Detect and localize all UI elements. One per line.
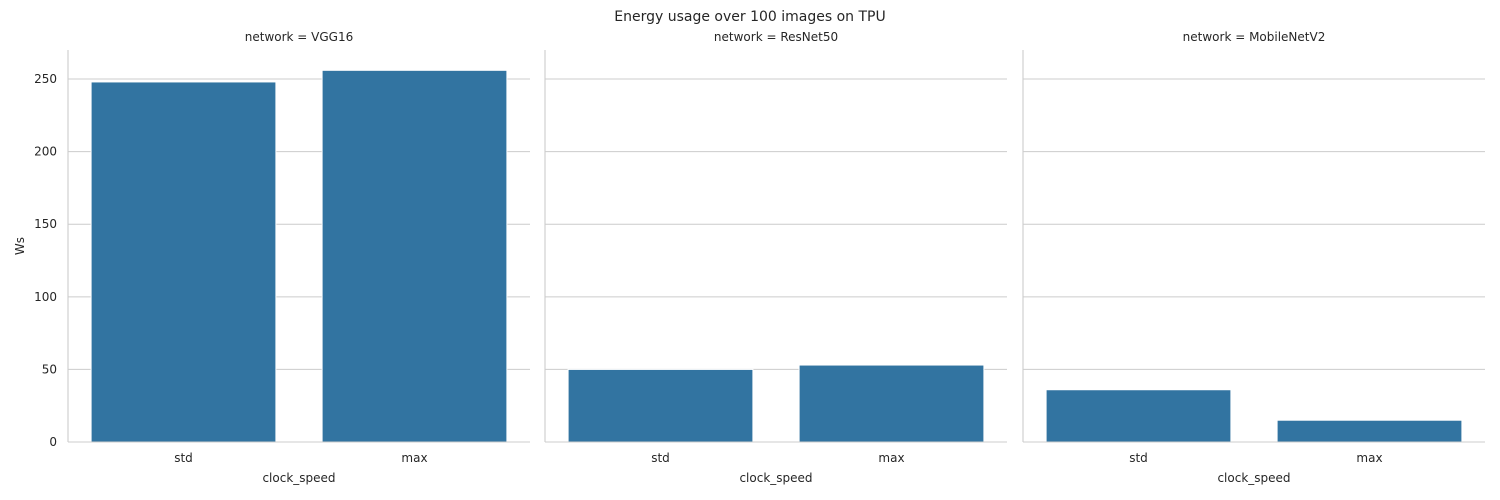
facets: network = VGG16 std max clock_speed 0 50 100 15… [34,30,1485,485]
x-tick-label: std [174,451,193,465]
facet-title: network = ResNet50 [714,30,838,44]
bar-max [1276,419,1463,443]
facet-panel-1: network = VGG16 std max clock_speed 0 50 100 15… [34,30,530,485]
facet-title: network = MobileNetV2 [1183,30,1326,44]
x-axis-label: clock_speed [1217,471,1290,485]
facet-title: network = VGG16 [245,30,354,44]
y-tick-label: 50 [42,362,57,376]
x-axis-label: clock_speed [262,471,335,485]
facet-panel-2: network = ResNet50 std max clock_speed [544,30,1007,485]
y-tick-label: 250 [34,72,57,86]
x-tick-label: std [1129,451,1148,465]
x-tick-label: max [1356,451,1382,465]
bar-std [90,81,277,443]
x-tick-label: max [401,451,427,465]
y-tick-label: 100 [34,290,57,304]
y-tick-label: 150 [34,217,57,231]
bar-max [321,69,508,443]
bar-std [1045,389,1232,443]
x-axis-label: clock_speed [739,471,812,485]
chart-title: Energy usage over 100 images on TPU [614,9,885,25]
bar-max [798,364,985,443]
facet-panel-3: network = MobileNetV2 std max clock_speed [1022,30,1485,485]
y-axis-label: Ws [13,237,27,255]
y-tick-label: 200 [34,145,57,159]
bar-std [567,368,754,443]
x-tick-label: max [878,451,904,465]
y-tick-label: 0 [49,435,57,449]
x-tick-label: std [651,451,670,465]
